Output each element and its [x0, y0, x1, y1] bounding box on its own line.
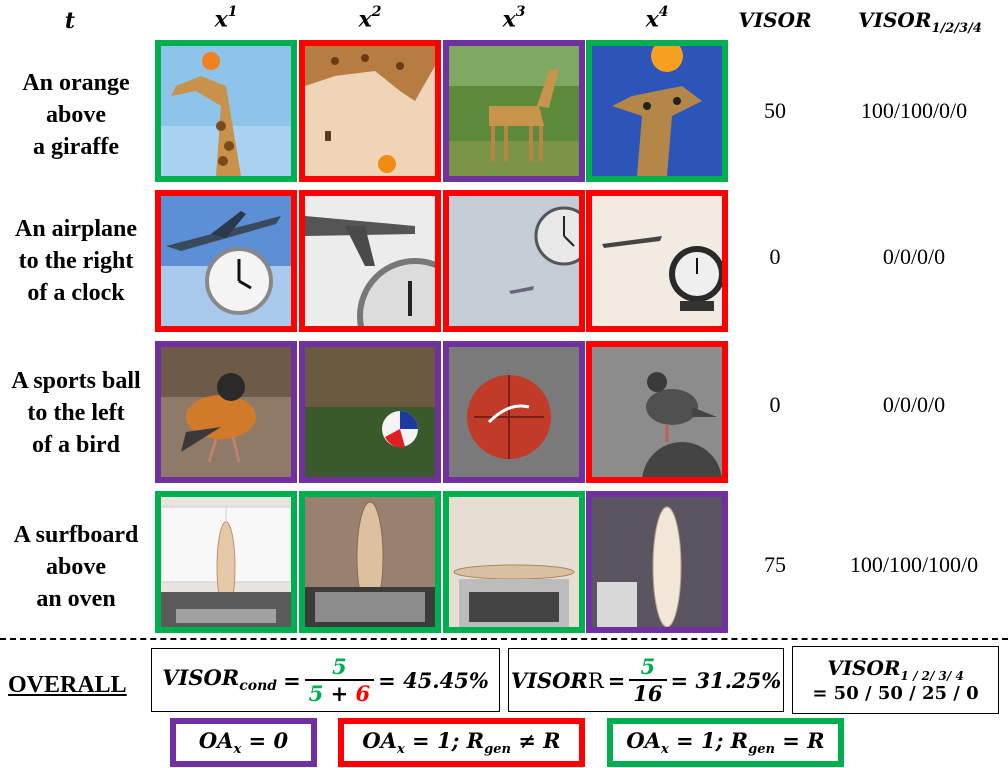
- image-ball-bird-4: [586, 341, 728, 483]
- image-airplane-clock-4: [586, 190, 728, 332]
- header-visor: VISOR: [738, 8, 812, 32]
- header-x1: x1: [214, 4, 238, 33]
- overall-label: OVERALL: [8, 672, 127, 698]
- visor-n-overall-box: VISOR1 / 2/ 3/ 4 = 50 / 50 / 25 / 0: [792, 646, 999, 714]
- visor-row-3: 0: [769, 392, 781, 417]
- visor-overall-box: VISORR = 5 16 = 31.25%: [508, 648, 784, 712]
- image-ball-bird-1: [155, 341, 297, 483]
- image-airplane-clock-2: [299, 190, 441, 332]
- image-surfboard-oven-2: [299, 491, 441, 633]
- image-orange-giraffe-4: [586, 40, 728, 182]
- visor-n-row-1: 100/100/0/0: [860, 98, 968, 123]
- image-orange-giraffe-3: [443, 40, 585, 182]
- image-surfboard-oven-4: [586, 491, 728, 633]
- legend-purple: OAx = 0: [170, 718, 317, 767]
- legend-green: OAx = 1; Rgen = R: [607, 718, 844, 767]
- legend-red: OAx = 1; Rgen ≠ R: [338, 718, 585, 767]
- visor-cond-box: VISORcond = 5 5 + 6 = 45.45%: [151, 648, 500, 712]
- visor-n-row-4: 100/100/100/0: [849, 552, 979, 577]
- prompt-row-2: An airplane to the right of a clock: [14, 216, 137, 306]
- visor-n-row-2: 0/0/0/0: [882, 244, 946, 269]
- image-surfboard-oven-3: [443, 491, 585, 633]
- prompt-row-3: A sports ball to the left of a bird: [11, 368, 141, 458]
- prompt-row-4: A surfboard above an oven: [13, 522, 139, 612]
- header-x3: x3: [502, 4, 526, 33]
- prompt-row-1: An orange above a giraffe: [22, 70, 130, 160]
- header-x4: x4: [645, 4, 669, 33]
- visor-n-row-3: 0/0/0/0: [882, 392, 946, 417]
- visor-row-1: 50: [764, 98, 786, 123]
- visor-row-4: 75: [764, 552, 786, 577]
- image-orange-giraffe-2: [299, 40, 441, 182]
- image-ball-bird-3: [443, 341, 585, 483]
- visor-row-2: 0: [769, 244, 781, 269]
- header-t: t: [64, 8, 76, 34]
- header-x2: x2: [358, 4, 382, 33]
- image-orange-giraffe-1: [155, 40, 297, 182]
- image-surfboard-oven-1: [155, 491, 297, 633]
- image-airplane-clock-1: [155, 190, 297, 332]
- divider: [0, 638, 1008, 640]
- header-visor-n: VISOR1/2/3/4: [858, 8, 982, 36]
- image-ball-bird-2: [299, 341, 441, 483]
- image-airplane-clock-3: [443, 190, 585, 332]
